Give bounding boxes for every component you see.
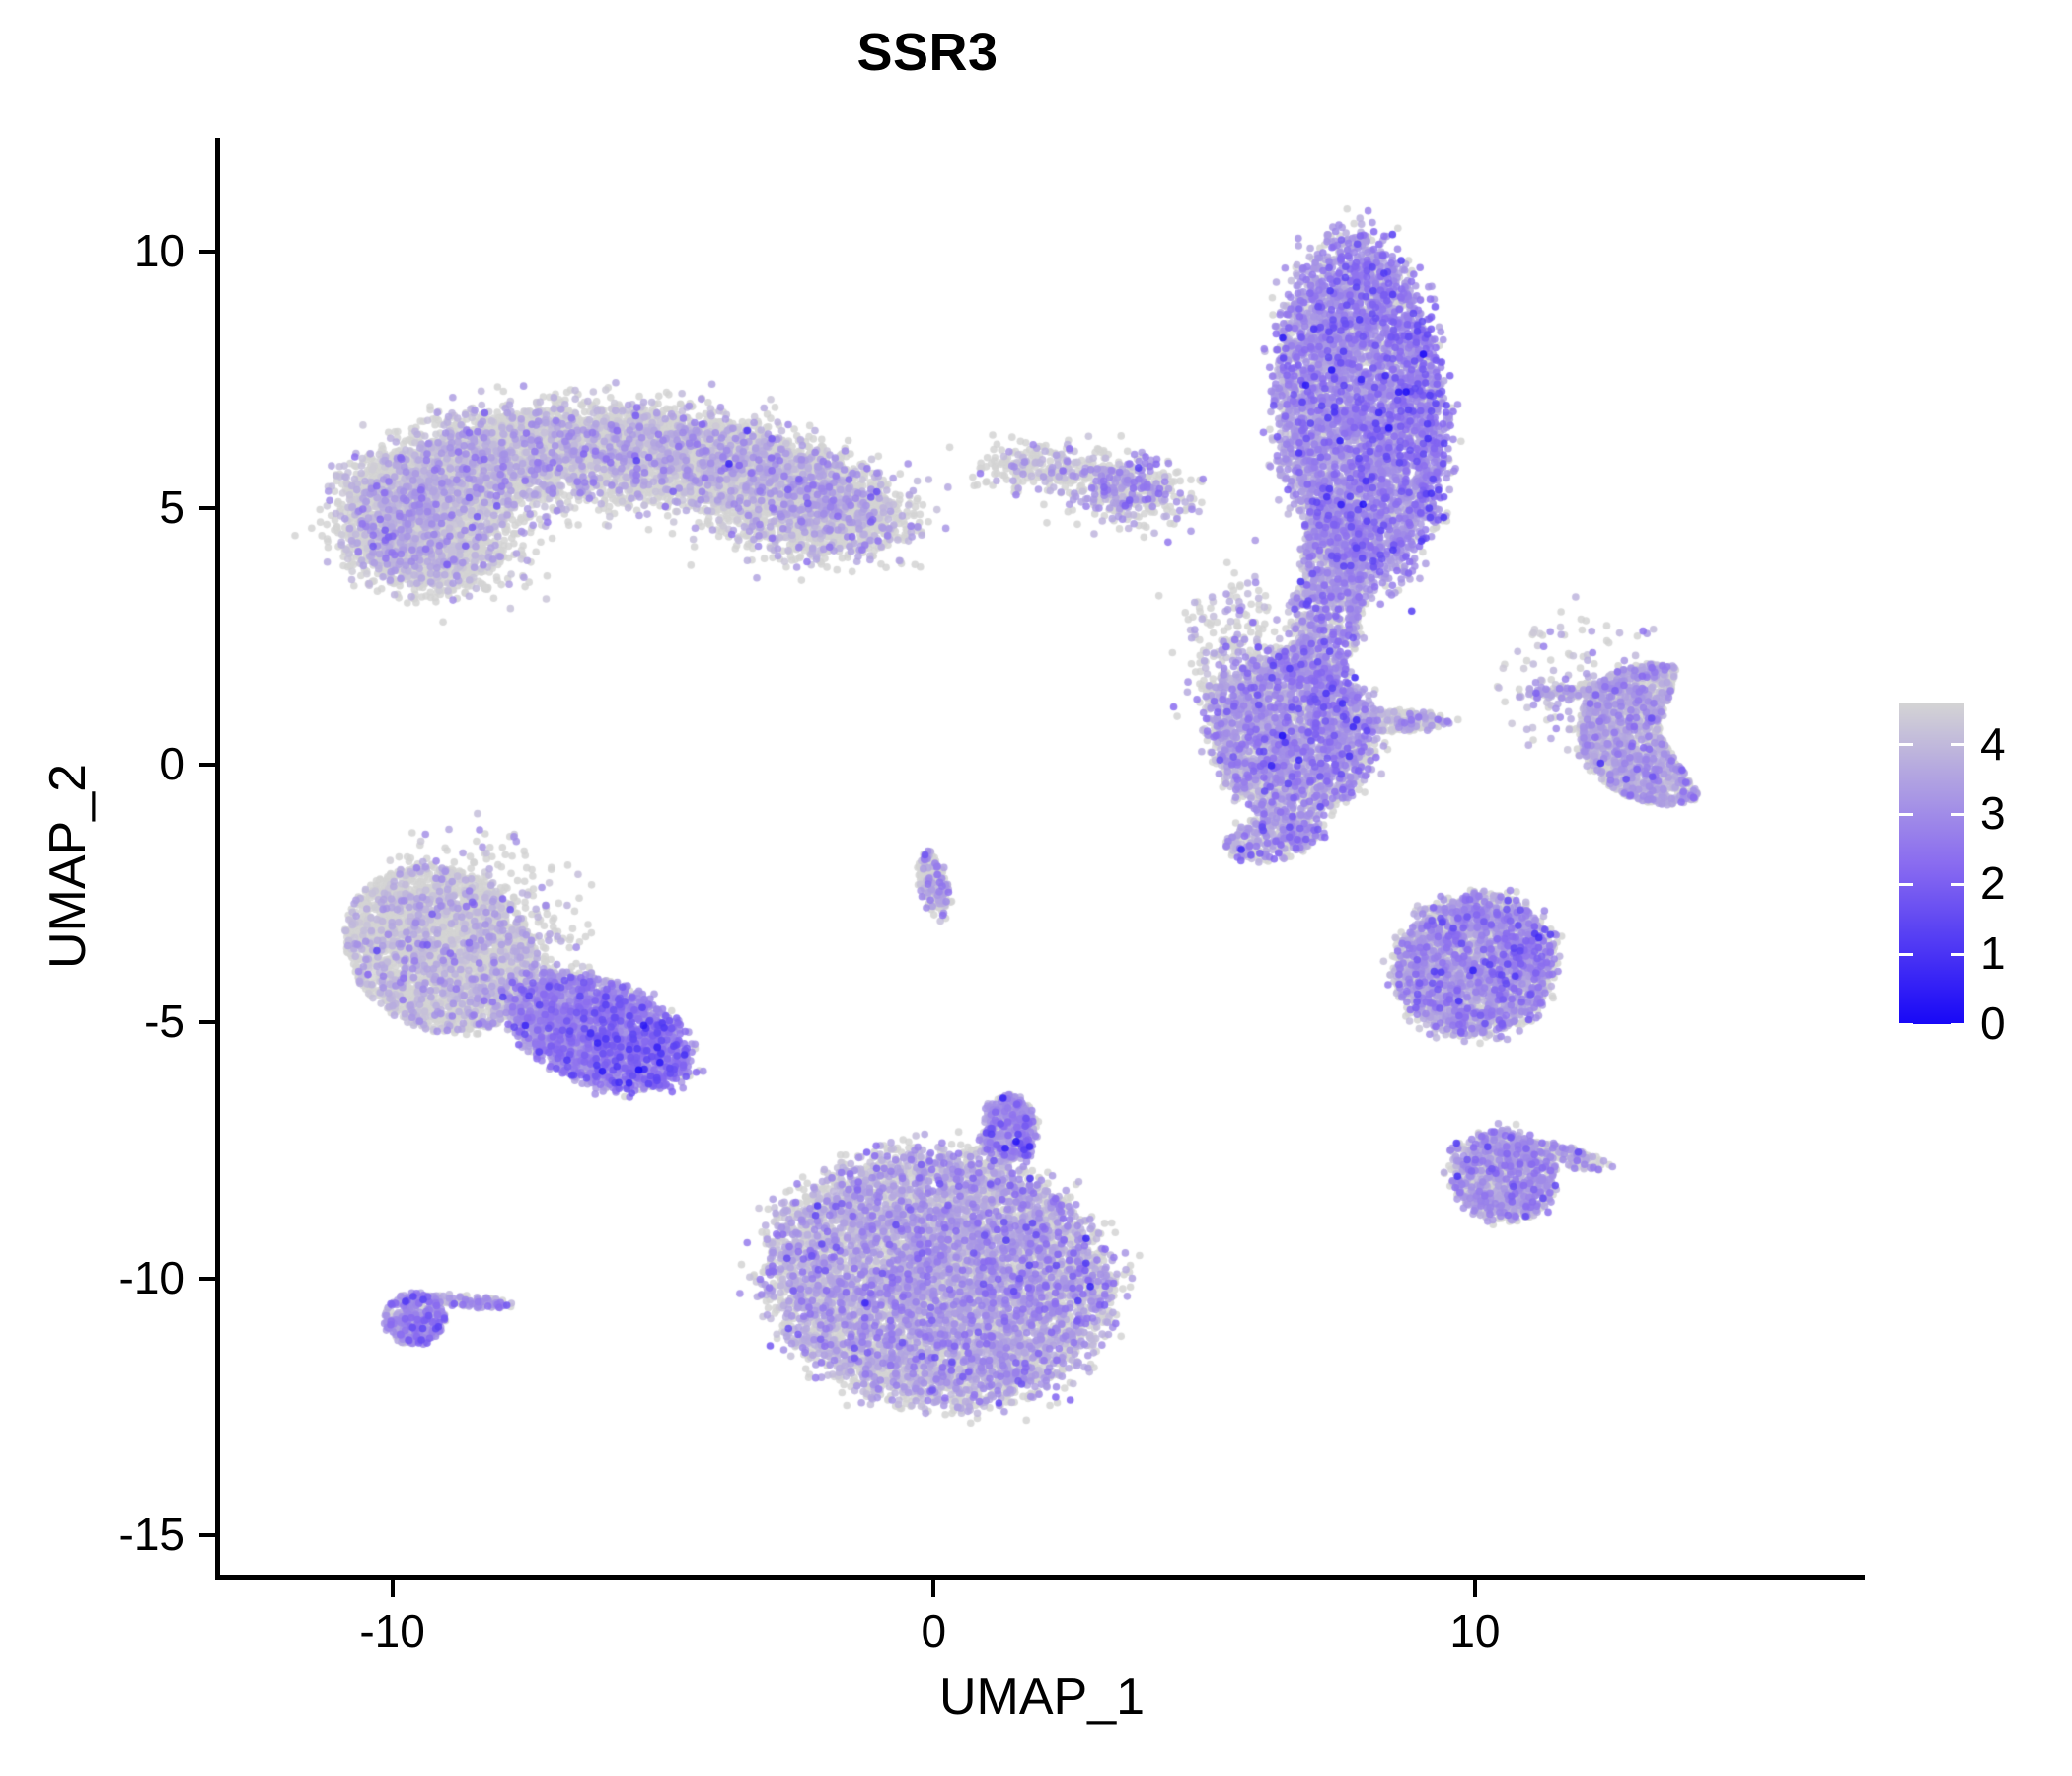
x-tick-mark <box>931 1578 936 1597</box>
x-tick-label: 10 <box>1449 1605 1501 1657</box>
colorbar-tick-mark <box>1899 743 1913 747</box>
colorbar-tick-label: 4 <box>1980 717 2006 770</box>
y-axis-title: UMAP_2 <box>39 763 97 970</box>
colorbar-tick-mark <box>1951 743 1964 747</box>
colorbar-tick-mark <box>1899 952 1913 956</box>
y-tick-label: 0 <box>159 738 185 790</box>
y-tick-mark <box>199 505 219 510</box>
y-tick-mark <box>199 1019 219 1024</box>
colorbar-gradient <box>1899 703 1964 1024</box>
x-axis-line <box>215 1575 1865 1580</box>
page-title: SSR3 <box>856 23 999 82</box>
x-axis-title: UMAP_1 <box>938 1668 1146 1726</box>
colorbar-tick-mark <box>1899 1022 1913 1026</box>
colorbar-tick-mark <box>1899 812 1913 816</box>
plot-panel <box>219 138 1865 1577</box>
x-tick-label: 0 <box>921 1605 947 1657</box>
expression-colorbar-legend: 0 1 2 3 4 <box>1899 703 2057 1046</box>
colorbar-tick-label: 3 <box>1980 787 2006 840</box>
y-tick-label: -15 <box>118 1509 185 1561</box>
y-tick-mark <box>199 1533 219 1538</box>
colorbar-tick-mark <box>1899 882 1913 886</box>
x-tick-mark <box>1472 1578 1477 1597</box>
colorbar-tick-mark <box>1951 952 1964 956</box>
y-axis-line <box>215 138 220 1579</box>
colorbar-tick-label: 2 <box>1980 857 2006 910</box>
y-tick-label: -5 <box>144 995 185 1047</box>
colorbar-tick-mark <box>1951 882 1964 886</box>
colorbar-tick-mark <box>1951 812 1964 816</box>
y-tick-mark <box>199 1276 219 1281</box>
y-tick-mark <box>199 763 219 768</box>
scatter-points-canvas <box>219 138 1865 1577</box>
colorbar-tick-label: 1 <box>1980 927 2006 980</box>
colorbar-tick-label: 0 <box>1980 998 2006 1049</box>
y-tick-label: -10 <box>118 1251 185 1303</box>
x-tick-label: -10 <box>359 1605 425 1657</box>
y-tick-mark <box>199 249 219 254</box>
y-tick-label: 5 <box>159 481 185 533</box>
x-tick-mark <box>390 1578 395 1597</box>
y-tick-label: 10 <box>133 224 185 276</box>
colorbar-tick-mark <box>1951 1022 1964 1026</box>
